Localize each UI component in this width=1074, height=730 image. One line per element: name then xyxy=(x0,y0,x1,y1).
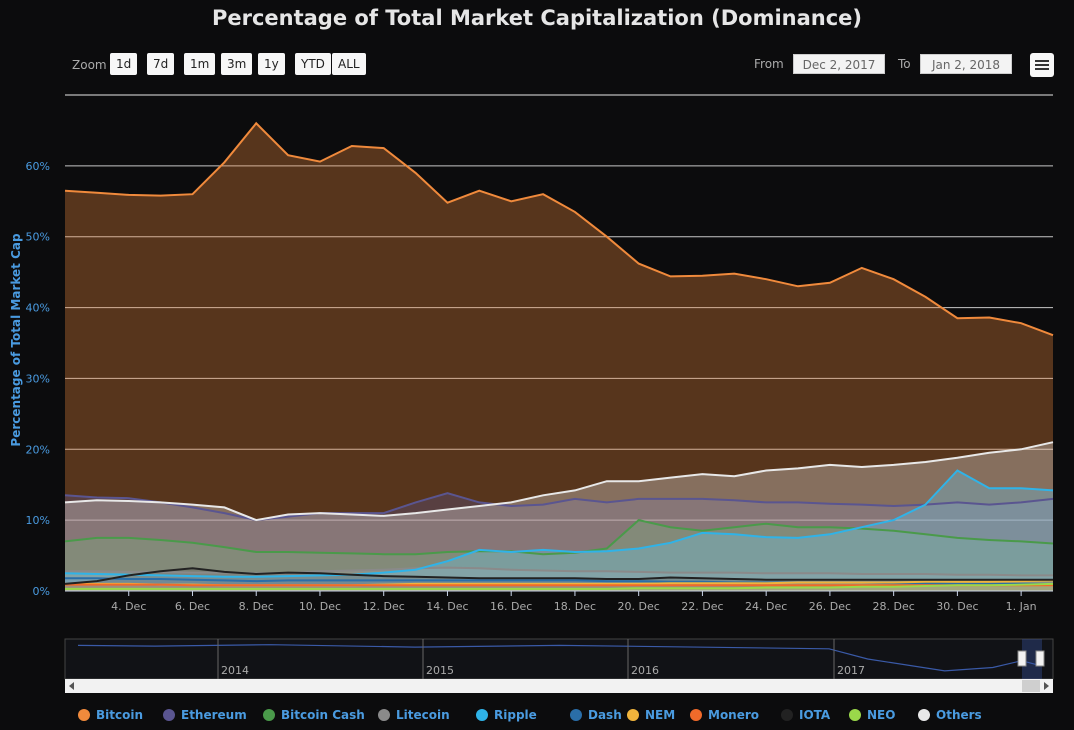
zoom-ytd-button[interactable]: YTD xyxy=(295,53,331,75)
menu-icon-bar xyxy=(1035,60,1049,62)
legend-label: Ripple xyxy=(494,708,537,722)
x-tick-label: 24. Dec xyxy=(745,600,787,613)
legend-marker-icon xyxy=(263,709,275,721)
series-area-bitcoin xyxy=(65,123,1053,592)
legend-item-ethereum[interactable]: Ethereum xyxy=(163,708,247,722)
legend-label: Others xyxy=(936,708,982,722)
legend-marker-icon xyxy=(690,709,702,721)
series-area-ethereum xyxy=(65,493,1053,591)
legend-item-iota[interactable]: IOTA xyxy=(781,708,830,722)
chart-plot: 0% 10% 20% 30% 40% 50% 60% 4. Dec 6. Dec 8. Dec 10… xyxy=(26,94,1054,693)
legend-label: Litecoin xyxy=(396,708,450,722)
zoom-1y-button[interactable]: 1y xyxy=(258,53,285,75)
zoom-3m-button[interactable]: 3m xyxy=(221,53,253,75)
navigator-year-label: 2015 xyxy=(426,664,454,677)
y-tick-label: 0% xyxy=(33,585,50,598)
legend-item-bitcoin[interactable]: Bitcoin xyxy=(78,708,143,722)
legend-label: NEM xyxy=(645,708,676,722)
x-tick-label: 22. Dec xyxy=(681,600,723,613)
legend-item-nem[interactable]: NEM xyxy=(627,708,675,722)
y-tick-label: 50% xyxy=(26,231,50,244)
zoom-1m-button[interactable]: 1m xyxy=(184,53,216,75)
menu-icon-bar xyxy=(1035,64,1049,66)
scroll-right-arrow-icon[interactable] xyxy=(1044,682,1049,690)
from-date-input[interactable]: Dec 2, 2017 xyxy=(793,54,885,74)
zoom-label: Zoom xyxy=(72,58,107,72)
x-tick-label: 4. Dec xyxy=(111,600,146,613)
from-label: From xyxy=(754,57,784,71)
navigator-year-label: 2016 xyxy=(631,664,659,677)
legend-item-monero[interactable]: Monero xyxy=(690,708,759,722)
navigator-year-label: 2014 xyxy=(221,664,249,677)
legend-item-ripple[interactable]: Ripple xyxy=(476,708,537,722)
navigator-handle[interactable] xyxy=(1017,650,1027,667)
legend-marker-icon xyxy=(78,709,90,721)
legend-item-others[interactable]: Others xyxy=(918,708,982,722)
series-line-ethereum xyxy=(64,492,1054,522)
legend-item-neo[interactable]: NEO xyxy=(849,708,895,722)
plot-background xyxy=(65,95,1053,591)
y-tick-label: 20% xyxy=(26,443,50,456)
legend-label: IOTA xyxy=(799,708,831,722)
series-line-others xyxy=(64,441,1054,522)
x-tick-label: 8. Dec xyxy=(239,600,274,613)
to-date-input[interactable]: Jan 2, 2018 xyxy=(920,54,1012,74)
series-line-bitcoin xyxy=(64,121,1054,337)
x-tick-label: 16. Dec xyxy=(490,600,532,613)
navigator-handle[interactable] xyxy=(1035,650,1045,667)
scrollbar-track xyxy=(65,679,1053,693)
legend-label: Dash xyxy=(588,708,622,722)
navigator-year-label: 2017 xyxy=(837,664,865,677)
legend-marker-icon xyxy=(163,709,175,721)
y-tick-label: 30% xyxy=(26,372,50,385)
context-menu-button[interactable] xyxy=(1030,53,1054,77)
legend-marker-icon xyxy=(378,709,390,721)
legend-label: NEO xyxy=(867,708,896,722)
y-tick-label: 40% xyxy=(26,302,50,315)
x-tick-label: 10. Dec xyxy=(299,600,341,613)
series-line-ripple xyxy=(64,469,1054,578)
menu-icon-bar xyxy=(1035,68,1049,70)
legend-label: Monero xyxy=(708,708,760,722)
series-area-ripple xyxy=(65,470,1053,591)
zoom-7d-button[interactable]: 7d xyxy=(147,53,175,75)
legend-item-bitcoin-cash[interactable]: Bitcoin Cash xyxy=(263,708,365,722)
legend-label: Bitcoin xyxy=(96,708,144,722)
x-tick-label: 28. Dec xyxy=(873,600,915,613)
legend-marker-icon xyxy=(476,709,488,721)
legend-item-dash[interactable]: Dash xyxy=(570,708,622,722)
x-tick-label: 20. Dec xyxy=(618,600,660,613)
chart-title: Percentage of Total Market Capitalizatio… xyxy=(211,6,863,30)
x-tick-label: 14. Dec xyxy=(426,600,468,613)
scroll-left-arrow-icon[interactable] xyxy=(69,682,74,690)
navigator-selection xyxy=(1022,639,1042,679)
series-line-monero xyxy=(65,583,1053,587)
legend-marker-icon xyxy=(918,709,930,721)
x-tick-label: 18. Dec xyxy=(554,600,596,613)
series-line-neo xyxy=(65,582,1054,590)
legend-label: Ethereum xyxy=(181,708,247,722)
legend-marker-icon xyxy=(849,709,861,721)
x-tick-label: 12. Dec xyxy=(363,600,405,613)
legend-marker-icon xyxy=(570,709,582,721)
legend-marker-icon xyxy=(781,709,793,721)
legend-item-litecoin[interactable]: Litecoin xyxy=(378,708,450,722)
x-tick-label: 26. Dec xyxy=(809,600,851,613)
scrollbar-thumb[interactable] xyxy=(1022,680,1040,692)
y-tick-label: 10% xyxy=(26,514,50,527)
series-line-iota xyxy=(64,567,1053,585)
y-tick-label: 60% xyxy=(26,160,50,173)
to-label: To xyxy=(898,57,911,71)
x-tick-label: 6. Dec xyxy=(175,600,210,613)
zoom-1d-button[interactable]: 1d xyxy=(110,53,138,75)
series-line-bitcoin-cash xyxy=(64,519,1054,556)
series-area-others xyxy=(65,442,1053,591)
legend-label: Bitcoin Cash xyxy=(281,708,365,722)
x-tick-label: 1. Jan xyxy=(1006,600,1037,613)
legend-marker-icon xyxy=(627,709,639,721)
zoom-all-button[interactable]: ALL xyxy=(332,53,366,75)
navigator-series xyxy=(77,644,1042,672)
x-tick-label: 30. Dec xyxy=(936,600,978,613)
